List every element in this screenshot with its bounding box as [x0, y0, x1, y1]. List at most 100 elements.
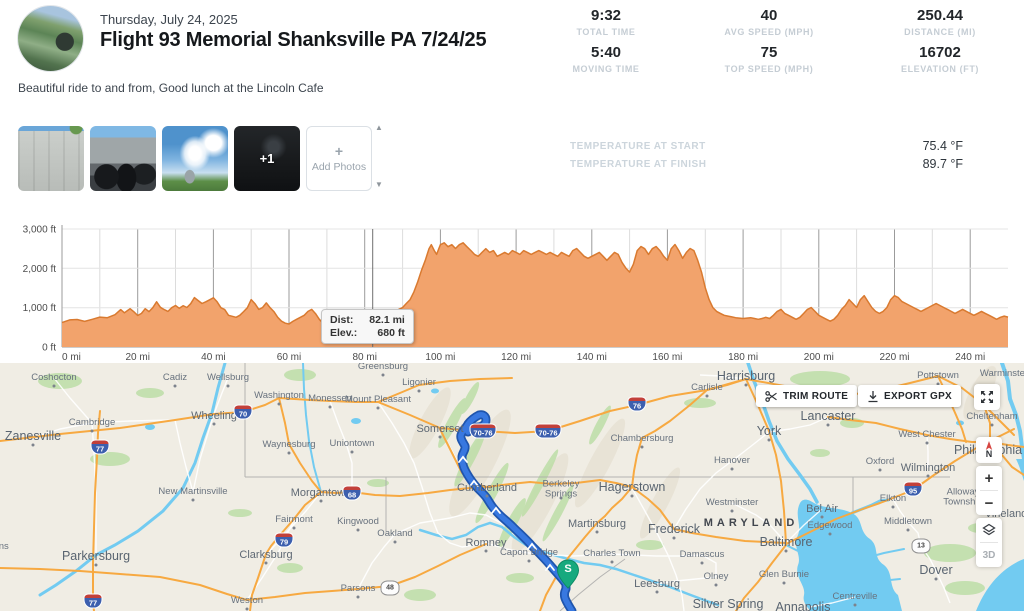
map-place-label: Damascus: [679, 548, 725, 560]
compass-control[interactable]: N: [976, 437, 1002, 463]
svg-text:1,000 ft: 1,000 ft: [23, 303, 57, 314]
map-place-dot: [820, 515, 824, 519]
photo-thumbnail[interactable]: [18, 126, 84, 191]
map-place-dot: [630, 494, 634, 498]
photo-thumbnail-overflow[interactable]: +1: [234, 126, 300, 191]
map-place-label: York: [756, 424, 782, 439]
map-place-dot: [891, 505, 895, 509]
add-photos-label: Add Photos: [311, 161, 367, 173]
export-gpx-label: EXPORT GPX: [884, 390, 953, 402]
svg-text:200 mi: 200 mi: [804, 352, 834, 363]
layers-button[interactable]: [976, 518, 1002, 542]
ride-description: Beautiful ride to and from, Good lunch a…: [18, 81, 324, 95]
map-place-dot: [640, 445, 644, 449]
map-place-label: Hagerstown: [598, 480, 666, 495]
map-place-label: Carlisle: [691, 381, 723, 393]
photo-overflow-badge: +1: [259, 151, 275, 166]
map-place-label: Uniontown: [329, 437, 375, 449]
map-place-dot: [94, 563, 98, 567]
map-place-label: Glen Burnie: [758, 568, 810, 580]
zoom-out-button[interactable]: −: [984, 494, 994, 512]
map-place-dot: [52, 384, 56, 388]
export-gpx-button[interactable]: EXPORT GPX: [858, 385, 962, 407]
zoom-in-button[interactable]: +: [984, 469, 994, 487]
pin-icon: [556, 559, 580, 589]
fullscreen-button[interactable]: [974, 384, 1000, 410]
map-place-label: Annapolis: [775, 600, 831, 611]
elevation-chart[interactable]: 0 ft 1,000 ft 2,000 ft 3,000 ft 0 mi 20 mi 40 …: [0, 218, 1024, 364]
map-place-dot: [264, 561, 268, 565]
scissors-icon: [765, 390, 777, 402]
map-place-dot: [655, 590, 659, 594]
map-place-dot: [226, 384, 230, 388]
map-place-label: Wilmington: [900, 461, 956, 474]
map-place-dot: [319, 499, 323, 503]
map-place-dot: [853, 603, 857, 607]
trim-route-button[interactable]: TRIM ROUTE: [756, 385, 858, 407]
stat-label: TOTAL TIME: [576, 27, 636, 37]
photo-scroll-down-icon[interactable]: ▼: [375, 180, 383, 189]
map-place-dot: [878, 468, 882, 472]
map-place-label: Bel Air: [806, 502, 838, 515]
map-place-label: Coshocton: [31, 371, 77, 383]
map-place-label: Dover: [919, 563, 953, 578]
photo-scroll-up-icon[interactable]: ▲: [375, 123, 383, 132]
map-place-dot: [926, 474, 930, 478]
map-place-label: Oxford: [865, 455, 895, 467]
map-place-dot: [744, 383, 748, 387]
stat-value: 16702: [919, 44, 961, 61]
map-place-dot: [356, 595, 360, 599]
add-photos-button[interactable]: + Add Photos: [306, 126, 372, 191]
map-place-label: Waynesburg: [262, 438, 316, 450]
map-place-label: Martinsburg: [567, 517, 627, 530]
map-place-dot: [828, 532, 832, 536]
map-place-label: Olney: [703, 570, 729, 582]
stat-label: AVG SPEED (MPH): [724, 27, 814, 37]
map-place-label: Romney: [465, 536, 507, 549]
map-place-dot: [767, 438, 771, 442]
map-place-label: Oakland: [377, 527, 413, 539]
map-place-label: Centreville: [832, 590, 878, 602]
start-marker-letter: S: [564, 563, 572, 575]
map-place-dot: [672, 536, 676, 540]
divider: [980, 542, 998, 543]
map-place-label: Mount Pleasant: [344, 393, 412, 405]
map-place-dot: [730, 467, 734, 471]
map-place-dot: [705, 394, 709, 398]
tooltip-elev-label: Elev.:: [330, 327, 358, 339]
elevation-area-plot[interactable]: 0 ft 1,000 ft 2,000 ft 3,000 ft 0 mi 20 mi 40 …: [0, 218, 1024, 364]
trim-route-label: TRIM ROUTE: [783, 390, 849, 402]
3d-toggle-button[interactable]: 3D: [982, 549, 996, 561]
svg-text:240 mi: 240 mi: [955, 352, 985, 363]
map-place-label: Frederick: [647, 522, 701, 537]
stat-value: 40: [760, 7, 778, 24]
map-place-label: Lancaster: [800, 409, 856, 424]
svg-text:220 mi: 220 mi: [879, 352, 909, 363]
route-map[interactable]: Coshocton Cadiz Wellsburg Greensburg Ligonie…: [0, 363, 1024, 611]
map-place-dot: [934, 577, 938, 581]
map-place-dot: [730, 509, 734, 513]
photo-thumbnail[interactable]: [162, 126, 228, 191]
svg-text:40 mi: 40 mi: [201, 352, 225, 363]
photo-thumbnail[interactable]: [90, 126, 156, 191]
stat-elevation: 16702 ELEVATION (FT): [855, 44, 1024, 74]
map-place-dot: [559, 496, 563, 500]
map-place-dot: [245, 607, 249, 611]
ride-date: Thursday, July 24, 2025: [100, 12, 238, 27]
map-place-label: Westminster: [705, 496, 759, 508]
avatar[interactable]: [18, 6, 83, 71]
tooltip-dist-value: 82.1 mi: [369, 314, 405, 326]
map-place-dot: [292, 526, 296, 530]
map-place-dot: [31, 443, 35, 447]
stat-value: 75: [760, 44, 778, 61]
map-place-label: MARYLAND: [703, 516, 799, 529]
map-place-label: Washington: [254, 389, 304, 401]
map-place-label: Warminster: [979, 367, 1024, 379]
map-place-dot: [595, 530, 599, 534]
map-place-label: Fairmont: [275, 513, 313, 525]
compass-needle-icon: [985, 441, 993, 450]
temp-finish-label: TEMPERATURE AT FINISH: [570, 159, 707, 170]
download-icon: [868, 390, 878, 402]
route-start-marker[interactable]: S: [556, 559, 580, 589]
